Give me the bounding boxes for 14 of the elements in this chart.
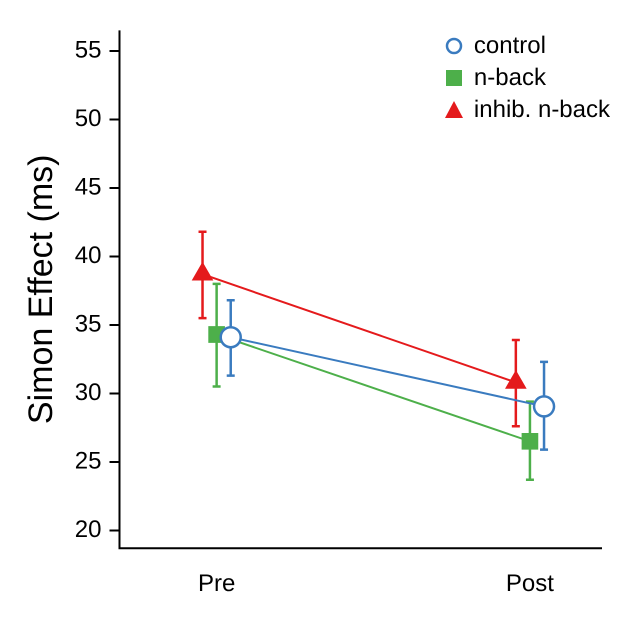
y-tick-label: 20 bbox=[74, 516, 102, 544]
y-tick-label: 40 bbox=[74, 242, 102, 270]
legend-label: control bbox=[474, 31, 546, 61]
y-axis-title: Simon Effect (ms) bbox=[22, 154, 60, 424]
y-tick-label: 30 bbox=[74, 379, 102, 406]
legend-label: inhib. n-back bbox=[474, 95, 610, 125]
y-tick-label: 45 bbox=[74, 174, 102, 201]
x-tick-label: Pre bbox=[198, 570, 236, 598]
legend-label: n-back bbox=[474, 63, 546, 93]
y-tick-label: 50 bbox=[74, 105, 102, 132]
y-tick-label: 55 bbox=[74, 36, 102, 64]
y-tick-label: 25 bbox=[74, 448, 102, 475]
x-tick-label: Post bbox=[506, 570, 554, 598]
y-tick-label: 35 bbox=[74, 310, 102, 338]
